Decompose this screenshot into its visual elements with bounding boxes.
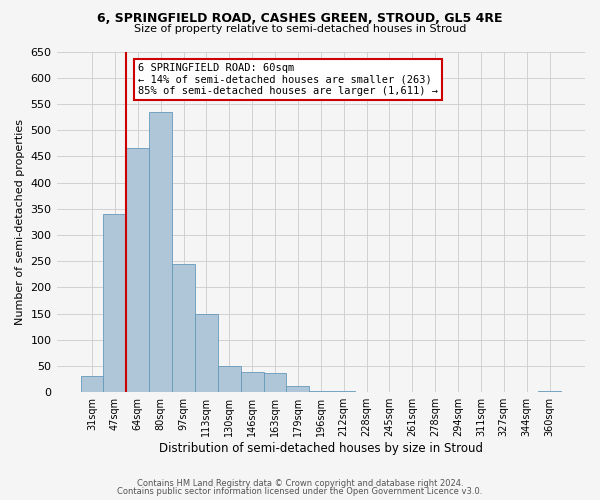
Bar: [310, 391, 332, 392]
Bar: [218, 366, 241, 392]
Text: Contains HM Land Registry data © Crown copyright and database right 2024.: Contains HM Land Registry data © Crown c…: [137, 478, 463, 488]
Bar: [241, 372, 263, 392]
Y-axis label: Number of semi-detached properties: Number of semi-detached properties: [15, 119, 25, 325]
Bar: [286, 386, 310, 392]
Text: 6 SPRINGFIELD ROAD: 60sqm
← 14% of semi-detached houses are smaller (263)
85% of: 6 SPRINGFIELD ROAD: 60sqm ← 14% of semi-…: [138, 63, 438, 96]
Bar: [332, 391, 355, 392]
Bar: [263, 373, 286, 392]
Text: Contains public sector information licensed under the Open Government Licence v3: Contains public sector information licen…: [118, 487, 482, 496]
X-axis label: Distribution of semi-detached houses by size in Stroud: Distribution of semi-detached houses by …: [159, 442, 483, 455]
Bar: [127, 148, 149, 392]
Bar: [538, 390, 561, 392]
Text: 6, SPRINGFIELD ROAD, CASHES GREEN, STROUD, GL5 4RE: 6, SPRINGFIELD ROAD, CASHES GREEN, STROU…: [97, 12, 503, 26]
Bar: [149, 112, 172, 392]
Bar: [172, 264, 195, 392]
Bar: [80, 376, 103, 392]
Bar: [103, 214, 127, 392]
Text: Size of property relative to semi-detached houses in Stroud: Size of property relative to semi-detach…: [134, 24, 466, 34]
Bar: [195, 314, 218, 392]
